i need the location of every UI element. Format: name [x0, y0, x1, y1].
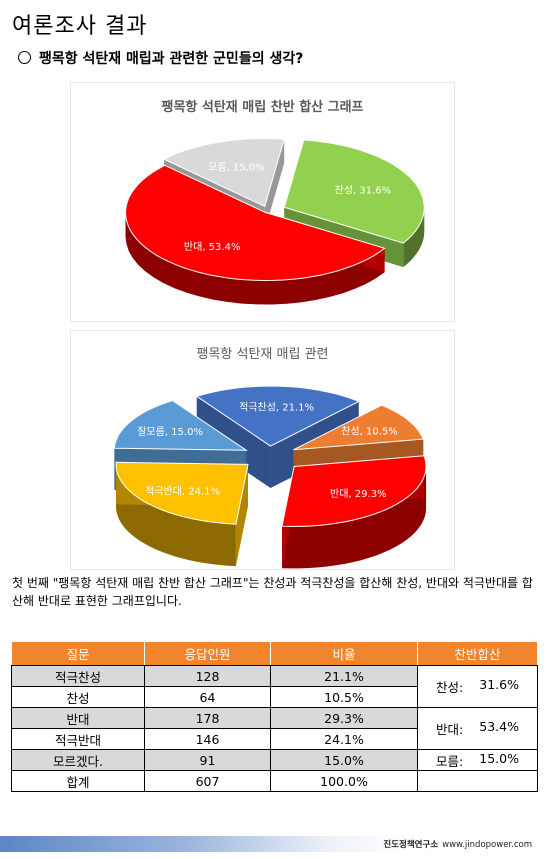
slice-label: 적극찬성, 21.1%: [239, 402, 314, 414]
table-row: 적극찬성 128 21.1% 찬성: 31.6%: [11, 665, 538, 708]
pie-slice: [125, 164, 386, 282]
row-ratio: 29.3%: [270, 707, 418, 729]
sum-value: 31.6%: [479, 677, 519, 692]
pie-slice: [293, 404, 425, 451]
sum-label: 모름:: [436, 753, 464, 769]
combined-pie-chart: 팽목항 석탄재 매립 찬반 합산 그래프 찬성, 31.6% 반대, 53.4% 모…: [70, 82, 455, 322]
sum-cell-empty: [417, 770, 538, 792]
row-count: 64: [144, 686, 271, 708]
slice-label: 반대, 29.3%: [330, 488, 387, 500]
pie-slice: [115, 461, 249, 525]
row-ratio: 21.1%: [270, 665, 418, 687]
detailed-pie-chart: 팽목항 석탄재 매립 관련 적극찬성, 21.1% 찬성, 10.5% 반대, 29…: [70, 330, 455, 570]
pie-chart-svg: 찬성, 31.6% 반대, 53.4% 모름, 15.0%: [125, 137, 425, 305]
sum-value: 53.4%: [479, 719, 519, 734]
row-label: 합계: [11, 770, 145, 792]
table-header-row: 질문 응답인원 비율 찬반합산: [11, 641, 538, 666]
row-count: 178: [144, 707, 271, 729]
pie-slice: [195, 385, 361, 447]
chart-title: 팽목항 석탄재 매립 찬반 합산 그래프: [161, 100, 364, 115]
slice-label: 반대, 53.4%: [184, 241, 241, 253]
row-label: 적극찬성: [11, 665, 145, 687]
header-sum: 찬반합산: [417, 641, 538, 666]
sum-value: 15.0%: [479, 750, 519, 766]
row-count: 607: [144, 770, 271, 792]
row-ratio: 24.1%: [270, 728, 418, 750]
page-title: 여론조사 결과: [12, 14, 148, 39]
table-row: 모르겠다. 91 15.0% 모름: 15.0%: [11, 749, 538, 771]
table-row-total: 합계 607 100.0%: [11, 770, 538, 792]
row-count: 128: [144, 665, 271, 687]
sum-cell-unknown: 모름: 15.0%: [417, 749, 538, 771]
table-row: 반대 178 29.3% 반대: 53.4%: [11, 707, 538, 750]
sum-label: 반대:: [436, 722, 464, 737]
slice-label: 적극반대, 24.1%: [145, 486, 220, 498]
footer: 진도정책연구소 www.jindopower.com: [383, 838, 532, 850]
header-count: 응답인원: [144, 641, 271, 666]
pie-chart-svg: 적극찬성, 21.1% 찬성, 10.5% 반대, 29.3% 적극반대, 24.1%…: [113, 385, 427, 569]
footer-bar: [0, 836, 550, 852]
slice-label: 찬성, 31.6%: [335, 184, 392, 196]
slice-label: 잘모름, 15.0%: [137, 426, 203, 438]
header-ratio: 비율: [270, 641, 418, 666]
pie-slice: [281, 455, 427, 527]
row-count: 146: [144, 728, 271, 750]
survey-question-text: 팽목항 석탄재 매립과 관련한 군민들의 생각?: [39, 51, 304, 67]
row-label: 반대: [11, 707, 145, 729]
footer-url: www.jindopower.com: [442, 840, 532, 850]
table-row: 찬성 64 10.5%: [11, 686, 538, 708]
chart-title: 팽목항 석탄재 매립 관련: [196, 347, 329, 362]
header-question: 질문: [11, 641, 145, 666]
row-count: 91: [144, 749, 271, 771]
row-ratio: 15.0%: [270, 749, 418, 771]
survey-question: 팽목항 석탄재 매립과 관련한 군민들의 생각?: [18, 48, 303, 68]
row-label: 모르겠다.: [11, 749, 145, 771]
row-ratio: 100.0%: [270, 770, 418, 792]
sum-cell-oppose: 반대: 53.4%: [417, 707, 538, 750]
row-label: 적극반대: [11, 728, 145, 750]
results-table: 질문 응답인원 비율 찬반합산 적극찬성 128 21.1% 찬성: 31.6% …: [11, 641, 538, 792]
bullet-circle-icon: [18, 51, 31, 64]
slice-label: 찬성, 10.5%: [341, 426, 398, 438]
table-row: 적극반대 146 24.1%: [11, 728, 538, 750]
pie-slice: [162, 137, 285, 208]
footer-org: 진도정책연구소: [383, 840, 439, 850]
pie-slice: [283, 139, 425, 244]
slice-label: 모름, 15.0%: [208, 162, 265, 174]
sum-label: 찬성:: [436, 680, 464, 695]
row-ratio: 10.5%: [270, 686, 418, 708]
pie-slice: [113, 399, 248, 451]
row-label: 찬성: [11, 686, 145, 708]
sum-cell-approve: 찬성: 31.6%: [417, 665, 538, 708]
chart-description: 첫 번째 "팽목항 석탄재 매립 찬반 합산 그래프"는 찬성과 적극찬성을 합…: [12, 576, 533, 608]
